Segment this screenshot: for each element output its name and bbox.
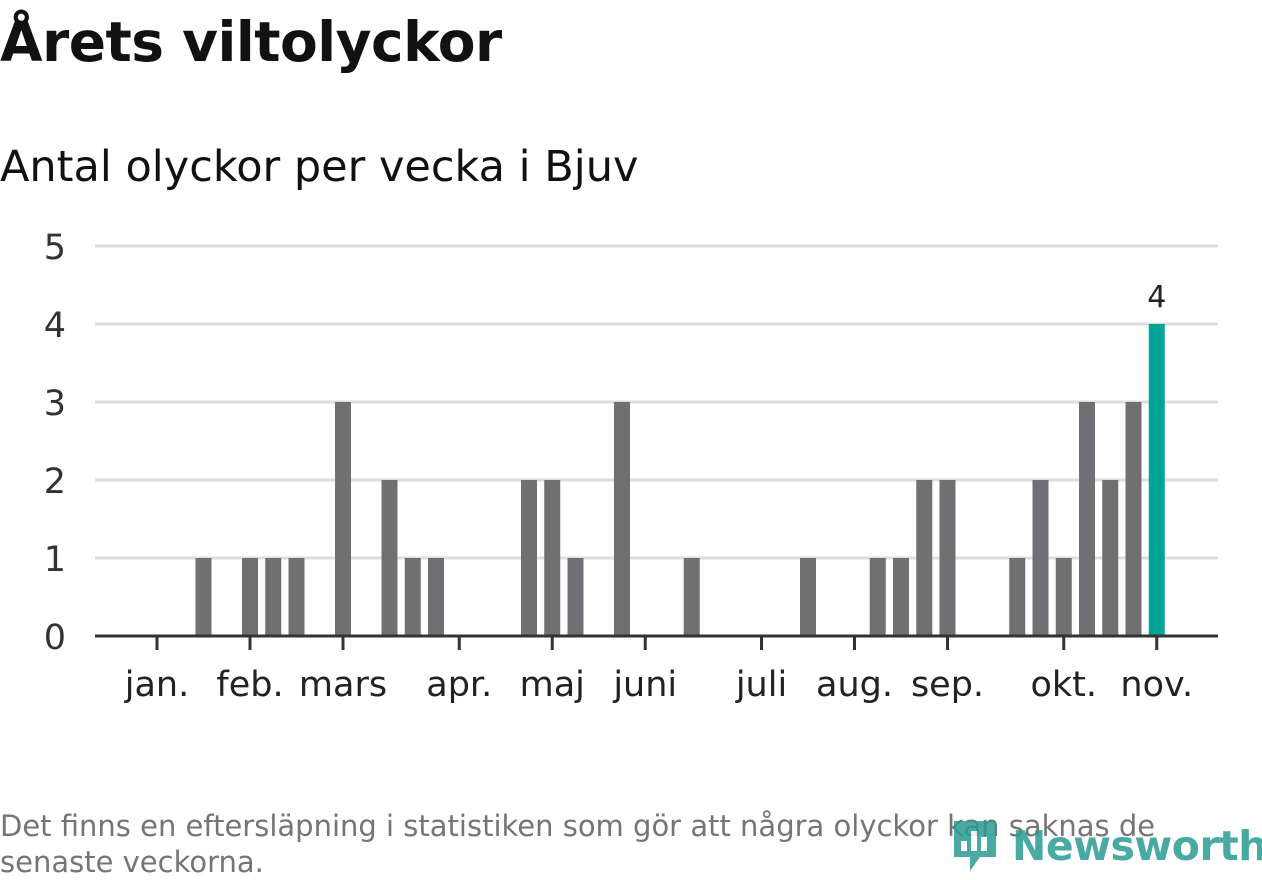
bar bbox=[1079, 402, 1095, 636]
bar bbox=[195, 558, 212, 636]
y-tick-label: 5 bbox=[44, 228, 66, 268]
bar bbox=[288, 558, 305, 636]
bar bbox=[1102, 480, 1119, 636]
bar bbox=[521, 480, 537, 636]
x-tick-label: juni bbox=[612, 665, 677, 705]
bar bbox=[683, 558, 700, 636]
bar bbox=[242, 558, 258, 636]
bar bbox=[800, 558, 816, 636]
bar bbox=[1055, 558, 1072, 636]
bar bbox=[614, 402, 630, 636]
x-tick-label: jan. bbox=[124, 665, 189, 705]
bar bbox=[335, 402, 351, 636]
bar bbox=[428, 558, 444, 636]
bar bbox=[1125, 402, 1142, 636]
chart-subtitle: Antal olyckor per vecka i Bjuv bbox=[0, 142, 639, 192]
bar bbox=[1032, 480, 1049, 636]
brand-name: Newsworthy bbox=[1012, 822, 1262, 870]
x-tick-label: apr. bbox=[426, 665, 492, 705]
bar bbox=[916, 480, 933, 636]
y-tick-label: 0 bbox=[44, 618, 66, 658]
bar bbox=[869, 558, 886, 636]
x-tick-label: sep. bbox=[911, 665, 984, 705]
x-tick-label: mars bbox=[299, 665, 387, 705]
data-label: 4 bbox=[1147, 280, 1166, 315]
bar bbox=[404, 558, 421, 636]
x-tick-label: juli bbox=[735, 665, 787, 705]
bar bbox=[893, 558, 909, 636]
x-tick-label: feb. bbox=[216, 665, 283, 705]
x-tick-label: okt. bbox=[1030, 665, 1097, 705]
chart-title: Årets viltolyckor bbox=[0, 10, 502, 74]
bar bbox=[265, 558, 282, 636]
highlight-bar bbox=[1148, 324, 1165, 636]
bar bbox=[544, 480, 561, 636]
bar bbox=[1009, 558, 1026, 636]
y-tick-label: 2 bbox=[44, 462, 66, 502]
bar bbox=[939, 480, 956, 636]
bar-chart: 0 1 2 3 4 5 4 jan. feb. mars apr. maj juni juli aug. se… bbox=[44, 228, 1218, 705]
bar-chart-logo-icon bbox=[954, 821, 996, 871]
newsworthy-logo: Newsworthy bbox=[950, 816, 1262, 876]
x-tick-label: maj bbox=[520, 665, 585, 705]
x-tick-label: aug. bbox=[816, 665, 893, 705]
y-tick-label: 4 bbox=[44, 306, 66, 346]
y-tick-label: 3 bbox=[44, 384, 66, 424]
bar bbox=[567, 558, 584, 636]
bar bbox=[381, 480, 398, 636]
y-tick-label: 1 bbox=[44, 540, 66, 580]
x-tick-label: nov. bbox=[1120, 665, 1193, 705]
